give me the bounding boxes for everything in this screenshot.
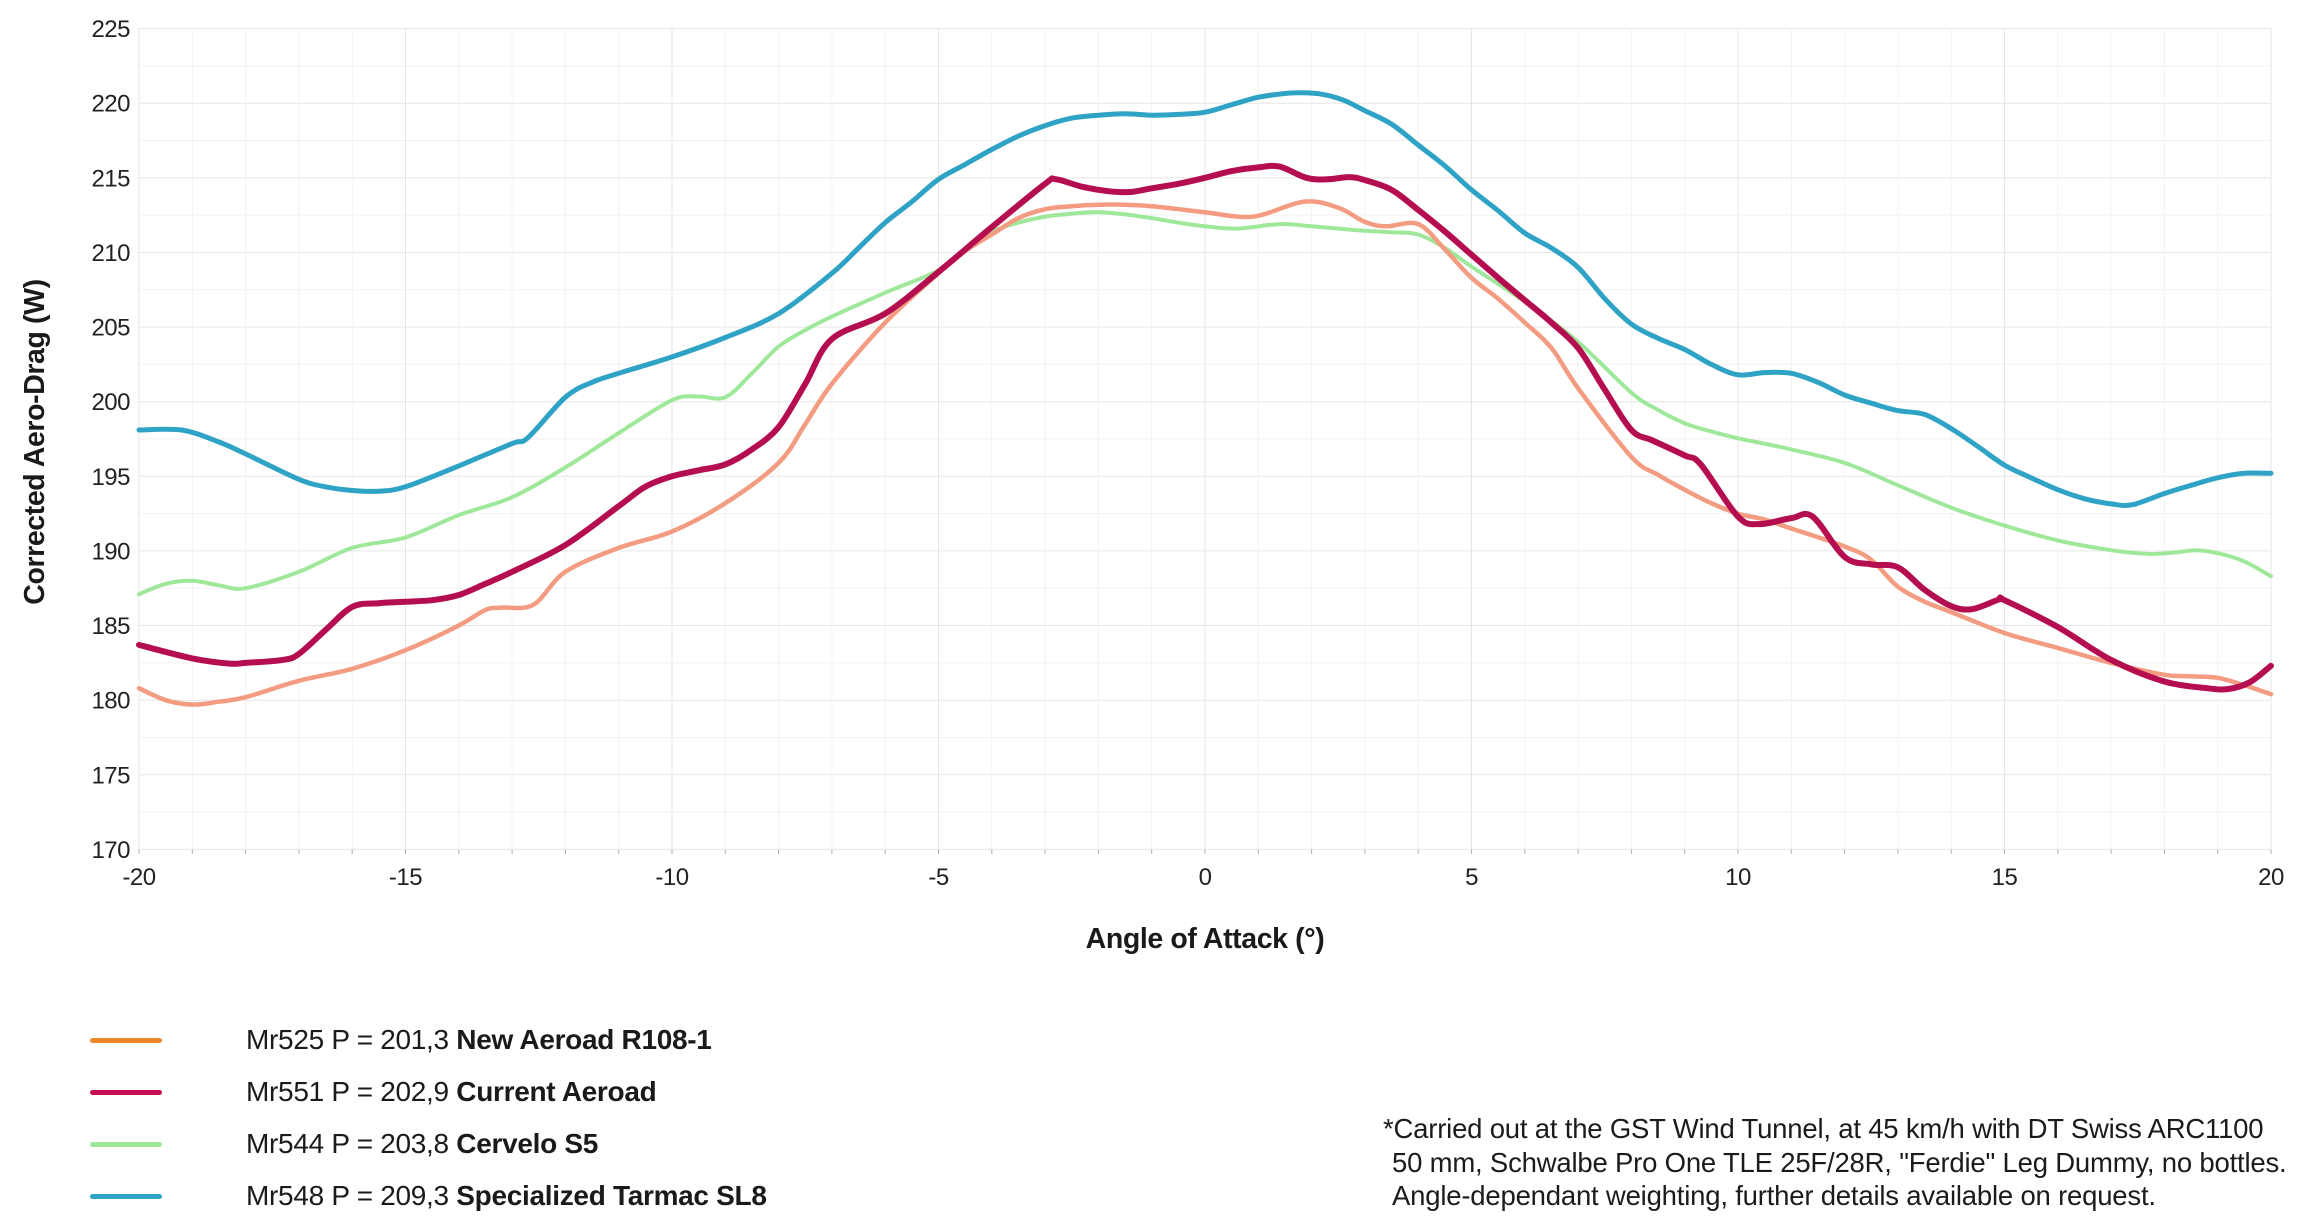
legend-label: Mr551 P = 202,9 Current Aeroad: [246, 1076, 657, 1107]
svg-text:0: 0: [1199, 864, 1212, 891]
x-tick-marks: [138, 849, 2272, 854]
legend-item-tarmac-sl8: Mr548 P = 209,3 Specialized Tarmac SL8: [90, 1170, 767, 1222]
y-tick-labels: 170 175 180 185 190 195 200 205 210 215 220 225: [91, 16, 130, 864]
svg-text:20: 20: [2258, 864, 2284, 891]
legend-swatch-current-aeroad: [90, 1089, 162, 1095]
footnote-line: *Carried out at the GST Wind Tunnel, at …: [1383, 1113, 2264, 1144]
svg-text:-20: -20: [122, 864, 155, 891]
series-lines: [136, 90, 2274, 707]
svg-text:-10: -10: [655, 864, 688, 891]
gridlines: [138, 28, 2272, 850]
svg-text:220: 220: [91, 91, 130, 118]
legend-item-current-aeroad: Mr551 P = 202,9 Current Aeroad: [90, 1066, 767, 1118]
legend-label: Mr548 P = 209,3 Specialized Tarmac SL8: [246, 1180, 767, 1211]
footnote-line: Angle-dependant weighting, further detai…: [1392, 1180, 2156, 1211]
legend-label: Mr544 P = 203,8 Cervelo S5: [246, 1128, 599, 1159]
series-line-Mr551: [136, 162, 2274, 693]
series-line-Mr548: [136, 90, 2274, 508]
aero-drag-chart: 170 175 180 185 190 195 200 205 210 215 220 225 -20-…: [19, 16, 2284, 955]
svg-text:200: 200: [91, 389, 130, 416]
footnote-line: 50 mm, Schwalbe Pro One TLE 25F/28R, "Fe…: [1392, 1146, 2287, 1178]
svg-text:190: 190: [91, 538, 130, 565]
legend-item-new-aeroad: Mr525 P = 201,3 New Aeroad R108-1: [90, 1014, 767, 1066]
legend-swatch-new-aeroad: [90, 1037, 162, 1043]
svg-text:-5: -5: [928, 864, 948, 891]
svg-text:15: 15: [1992, 864, 2018, 891]
legend-label: Mr525 P = 201,3 New Aeroad R108-1: [246, 1024, 712, 1055]
svg-text:195: 195: [91, 464, 130, 491]
svg-text:215: 215: [91, 165, 130, 192]
svg-text:225: 225: [91, 16, 130, 43]
svg-text:205: 205: [91, 315, 130, 342]
y-axis-title: Corrected Aero-Drag (W): [19, 279, 51, 604]
svg-text:5: 5: [1465, 864, 1478, 891]
svg-text:185: 185: [91, 613, 130, 640]
legend-swatch-tarmac-sl8: [90, 1193, 162, 1199]
svg-text:170: 170: [91, 837, 130, 864]
x-axis-title: Angle of Attack (°): [1086, 923, 1325, 955]
legend: Mr525 P = 201,3 New Aeroad R108-1 Mr551 …: [90, 1014, 767, 1222]
series-line-Mr525: [136, 199, 2274, 707]
legend-item-cervelo-s5: Mr544 P = 203,8 Cervelo S5: [90, 1118, 767, 1170]
chart-svg: 170175180185190195200205210215220225-20-…: [19, 16, 2284, 955]
svg-text:-15: -15: [389, 864, 422, 891]
series-line-Mr544: [137, 210, 2273, 597]
footnote: *Carried out at the GST Wind Tunnel, at …: [1383, 1112, 2288, 1213]
svg-text:10: 10: [1725, 864, 1751, 891]
svg-text:210: 210: [91, 240, 130, 267]
svg-text:180: 180: [91, 688, 130, 715]
legend-swatch-cervelo-s5: [90, 1141, 162, 1147]
x-tick-labels: -20 -15 -10 -5 0 5 10 15 20: [122, 864, 2284, 891]
svg-text:175: 175: [91, 762, 130, 789]
